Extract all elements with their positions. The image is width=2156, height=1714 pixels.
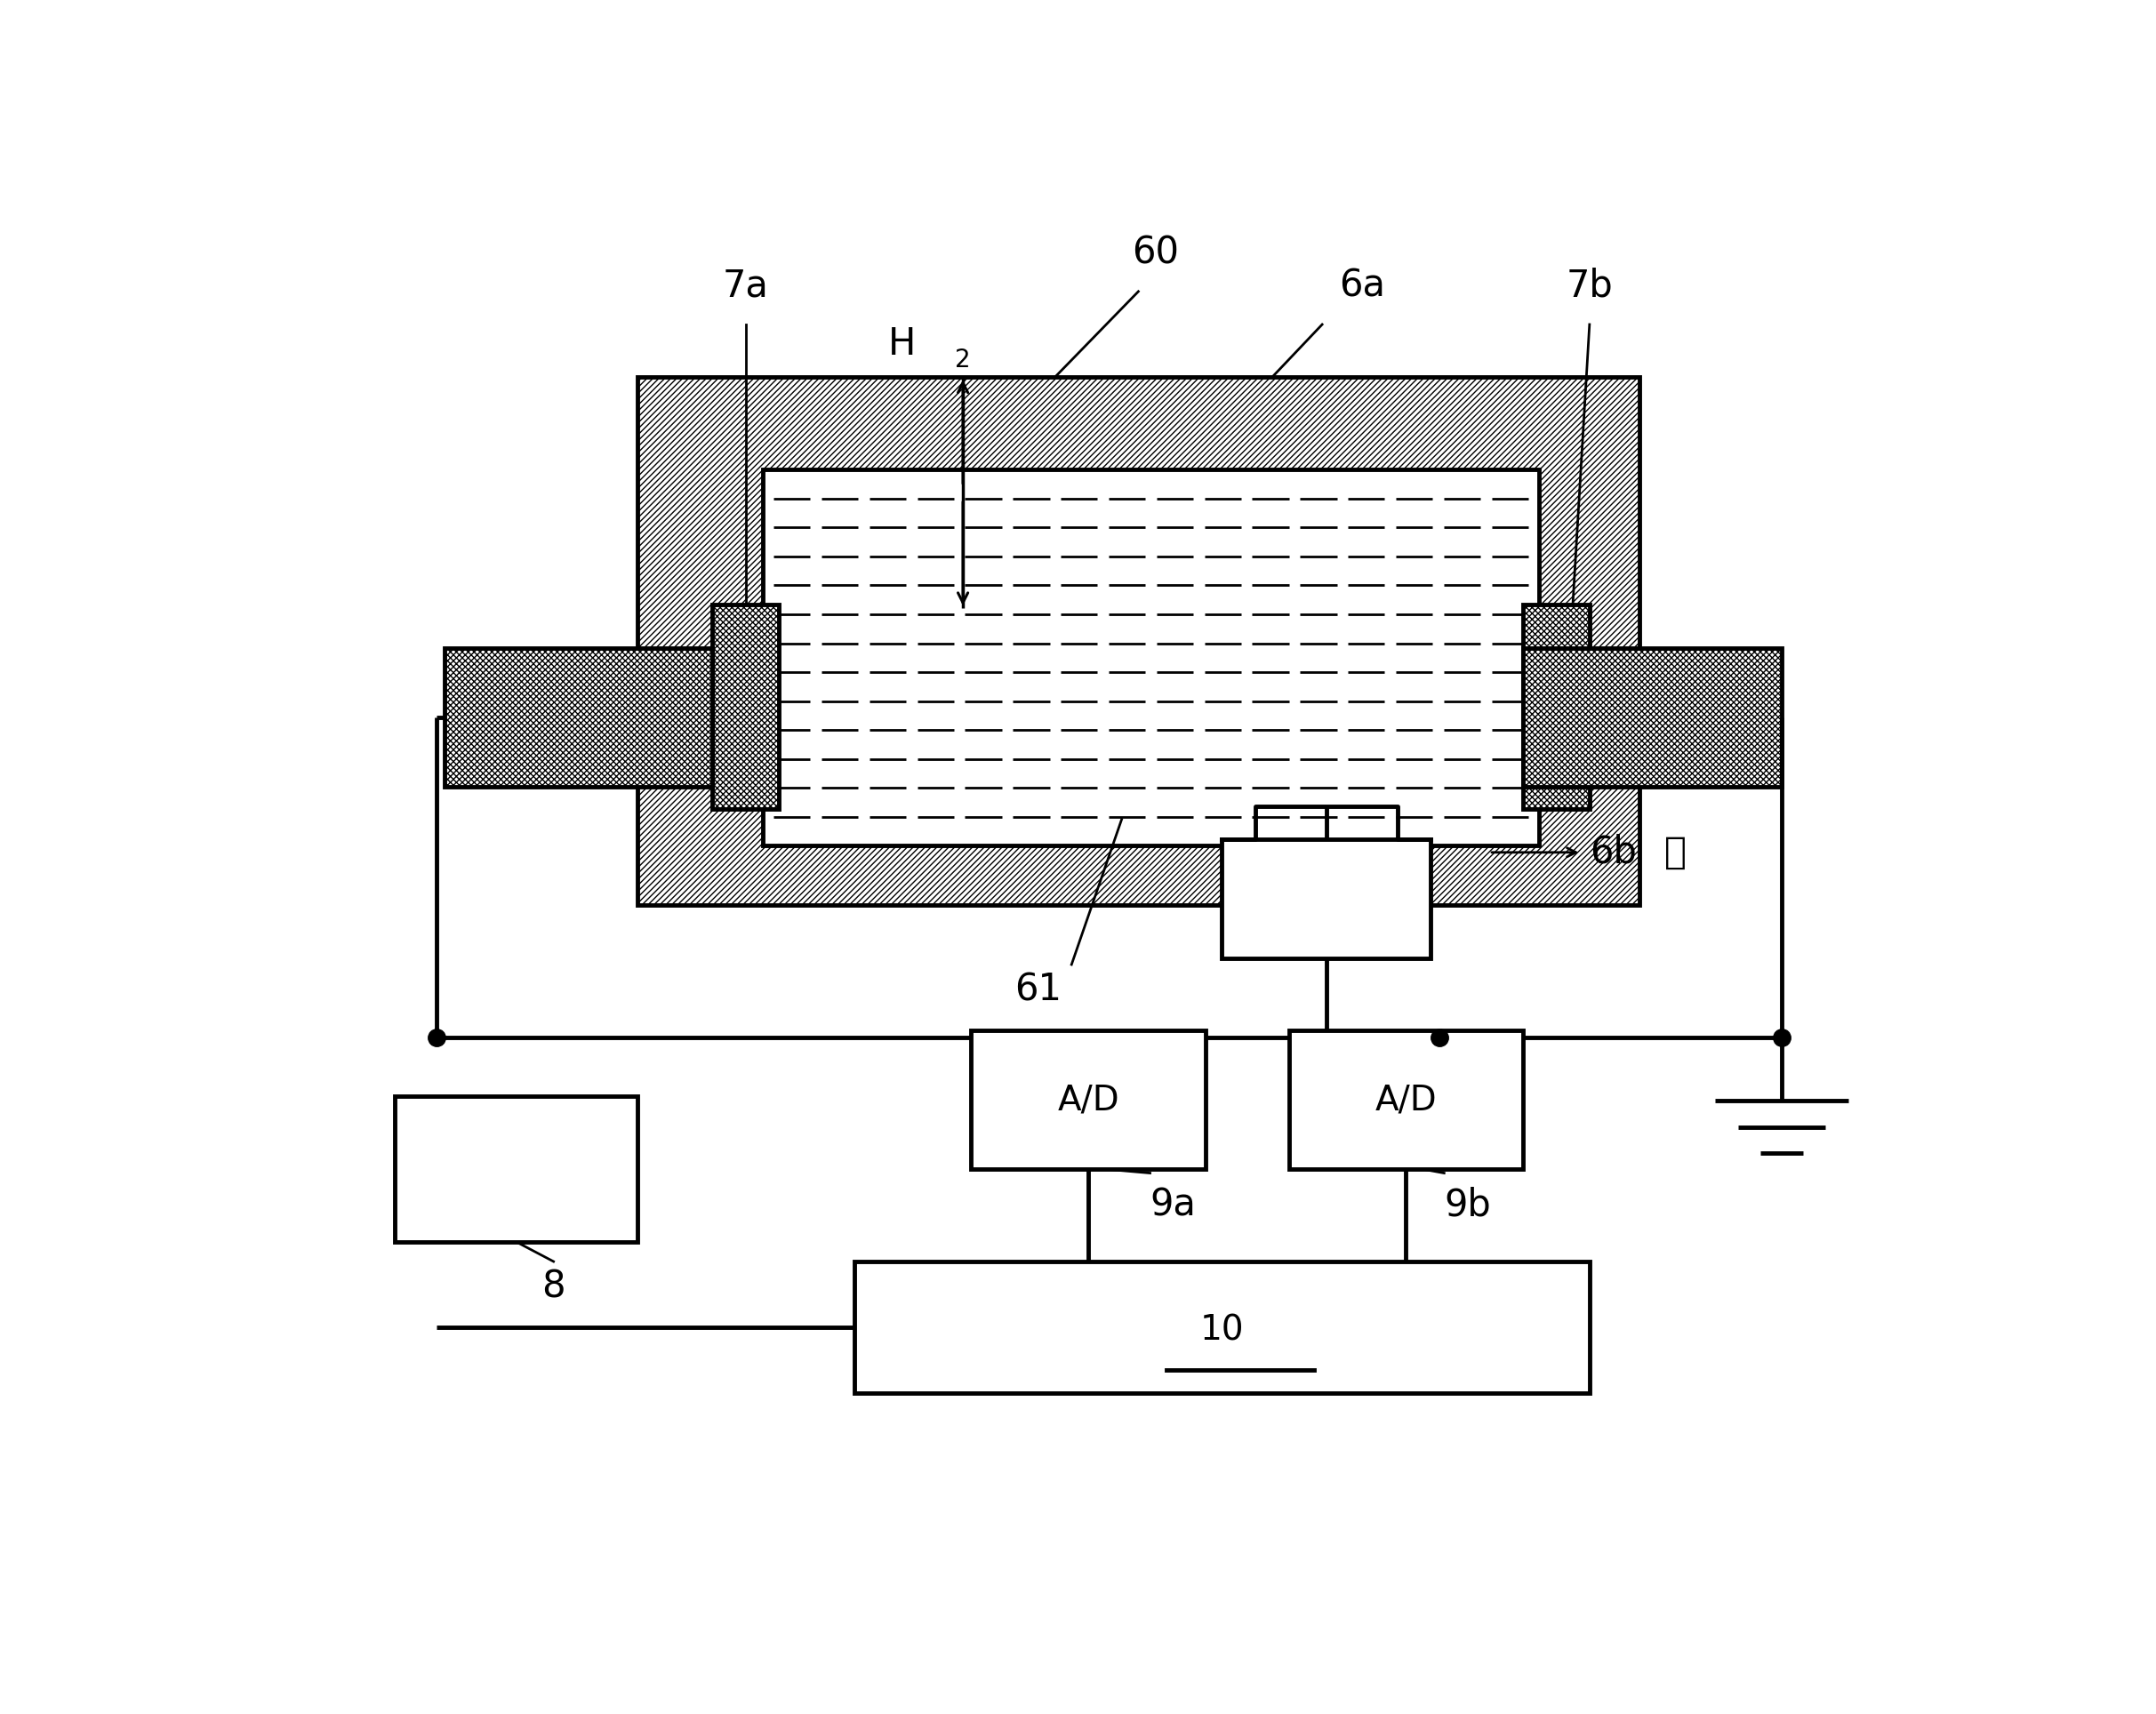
Text: A/D: A/D xyxy=(1056,1083,1119,1118)
Text: A/D: A/D xyxy=(1376,1083,1436,1118)
Bar xyxy=(638,377,1641,905)
Bar xyxy=(1522,605,1589,809)
Text: へ: へ xyxy=(1664,833,1686,871)
Bar xyxy=(1289,1030,1522,1169)
Text: 8: 8 xyxy=(541,1268,565,1306)
Text: 60: 60 xyxy=(1132,235,1179,271)
Text: 6a: 6a xyxy=(1339,267,1384,305)
Bar xyxy=(763,470,1539,845)
Text: 10: 10 xyxy=(1201,1313,1244,1347)
Text: 61: 61 xyxy=(1015,972,1061,1008)
Bar xyxy=(444,648,711,787)
Bar xyxy=(1522,648,1781,787)
Text: H: H xyxy=(888,326,916,363)
Text: 9b: 9b xyxy=(1445,1186,1492,1224)
Bar xyxy=(711,605,778,809)
Bar xyxy=(854,1262,1589,1393)
Bar xyxy=(395,1097,638,1241)
Bar xyxy=(1222,840,1432,958)
Text: 9a: 9a xyxy=(1149,1186,1197,1224)
Text: 7a: 7a xyxy=(722,267,770,305)
Bar xyxy=(972,1030,1205,1169)
Text: 6b: 6b xyxy=(1589,833,1636,871)
Text: 2: 2 xyxy=(955,348,970,372)
Text: 7b: 7b xyxy=(1565,267,1613,305)
